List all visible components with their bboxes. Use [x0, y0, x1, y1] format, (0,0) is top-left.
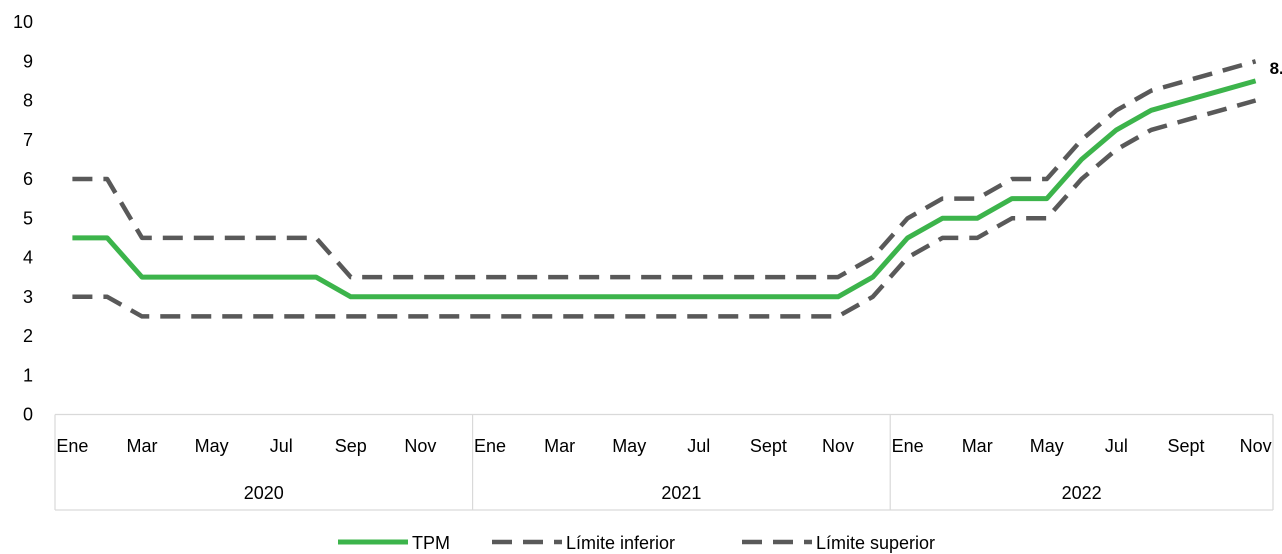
y-tick-label: 10 — [13, 12, 33, 32]
y-tick-label: 2 — [23, 326, 33, 346]
y-tick-label: 8 — [23, 91, 33, 111]
x-tick-label: May — [1030, 436, 1064, 456]
legend-label: TPM — [412, 533, 450, 553]
x-tick-label: Mar — [962, 436, 993, 456]
x-axis: Ene Mar May Jul Sep Nov 2020 Ene Mar May Jul Sept No… — [54, 413, 1274, 511]
y-tick-label: 1 — [23, 365, 33, 385]
x-tick-label: Jul — [270, 436, 293, 456]
x-tick-label: Ene — [892, 436, 924, 456]
data-label-last-tpm: 8.5 — [1270, 59, 1282, 78]
y-tick-label: 3 — [23, 287, 33, 307]
y-tick-label: 0 — [23, 405, 33, 425]
labels-layer: 8.5 — [1270, 59, 1282, 78]
x-tick-label: Nov — [404, 436, 436, 456]
x-tick-label: Jul — [1105, 436, 1128, 456]
x-group-label: 2021 — [661, 483, 701, 503]
series-line-limite-inferior — [72, 98, 1257, 319]
y-tick-label: 9 — [23, 51, 33, 71]
y-tick-label: 7 — [23, 130, 33, 150]
x-tick-label: Sept — [1167, 436, 1204, 456]
y-tick-label: 4 — [23, 248, 33, 268]
x-tick-label: Ene — [474, 436, 506, 456]
legend: TPM Límite inferior Límite superior — [338, 533, 935, 553]
x-tick-label: Jul — [687, 436, 710, 456]
x-tick-label: Sept — [750, 436, 787, 456]
series-layer — [72, 59, 1257, 319]
legend-label: Límite superior — [816, 533, 935, 553]
x-group-label: 2022 — [1062, 483, 1102, 503]
x-tick-label: Ene — [56, 436, 88, 456]
x-group-label: 2020 — [244, 483, 284, 503]
x-tick-label: Mar — [544, 436, 575, 456]
series-line-tpm — [72, 78, 1257, 300]
y-axis: 0 1 2 3 4 5 6 7 8 9 10 — [13, 12, 33, 425]
y-tick-label: 6 — [23, 169, 33, 189]
x-tick-label: Mar — [127, 436, 158, 456]
series-line-limite-superior — [72, 59, 1257, 280]
x-tick-label: May — [612, 436, 646, 456]
x-tick-label: Nov — [1240, 436, 1272, 456]
y-tick-label: 5 — [23, 208, 33, 228]
legend-label: Límite inferior — [566, 533, 675, 553]
x-tick-label: May — [195, 436, 229, 456]
x-tick-label: Nov — [822, 436, 854, 456]
x-tick-label: Sep — [335, 436, 367, 456]
